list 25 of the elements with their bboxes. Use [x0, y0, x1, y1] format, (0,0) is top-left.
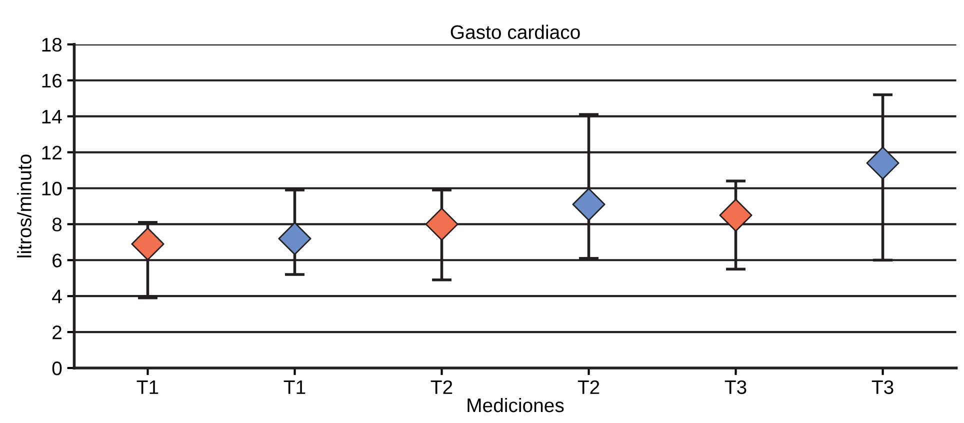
point — [131, 227, 164, 260]
chart-title: Gasto cardiaco — [450, 24, 580, 40]
x-tick-label: T2 — [578, 380, 600, 394]
y-tick-label: 8 — [52, 218, 62, 232]
y-tick-label: 6 — [52, 254, 62, 268]
y-tick-label: 10 — [42, 182, 62, 196]
y-axis-title: litros/minuto — [17, 154, 32, 258]
y-tick-label: 12 — [42, 146, 62, 160]
x-tick-label: T1 — [136, 380, 158, 394]
y-tick-label: 18 — [42, 38, 62, 52]
x-tick-label: T3 — [724, 380, 746, 394]
y-tick-label: 0 — [52, 361, 62, 376]
y-tick-label: 14 — [42, 110, 62, 124]
point — [425, 208, 458, 241]
y-tick-label: 4 — [52, 290, 62, 304]
x-tick-label: T3 — [872, 380, 894, 394]
point — [719, 198, 752, 232]
y-tick-label: 16 — [42, 74, 62, 88]
x-tick-label: T1 — [284, 380, 306, 394]
x-tick-label: T2 — [430, 380, 452, 394]
y-tick-label: 2 — [52, 326, 62, 340]
point — [572, 188, 606, 221]
point — [866, 146, 900, 180]
point — [278, 222, 312, 256]
x-axis-title: Mediciones — [468, 398, 564, 412]
